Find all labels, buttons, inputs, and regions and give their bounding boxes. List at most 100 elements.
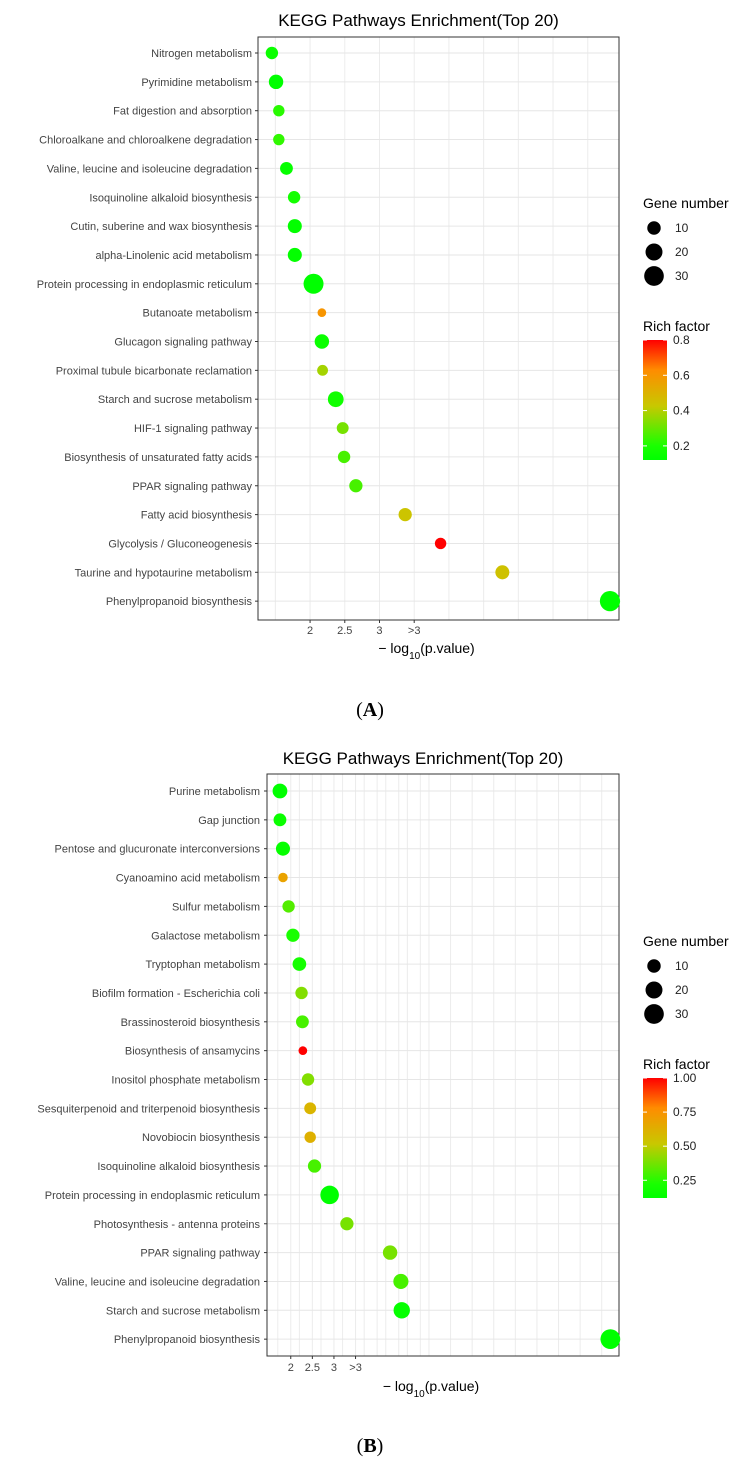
y-tick-label: Galactose metabolism [151,930,260,942]
x-axis-label: − log10(p.value) [383,1378,479,1400]
y-tick-label: Proximal tubule bicarbonate reclamation [56,365,252,377]
y-tick-label: Biofilm formation - Escherichia coli [92,988,260,1000]
y-tick-label: Valine, leucine and isoleucine degradati… [47,163,252,175]
y-tick-label: Biosynthesis of ansamycins [125,1046,261,1058]
color-legend-bar [643,340,667,460]
y-tick-label: Cyanoamino acid metabolism [116,873,260,885]
data-point [301,1073,315,1086]
y-tick-label: Taurine and hypotaurine metabolism [75,567,252,579]
color-legend-label: 0.2 [673,439,690,453]
chart-title: KEGG Pathways Enrichment(Top 20) [278,11,559,30]
color-legend-label: 0.8 [673,333,690,347]
data-point [599,591,621,612]
y-tick-label: Tryptophan metabolism [145,959,260,971]
panel-a: KEGG Pathways Enrichment(Top 20) Nitrogen… [37,11,729,721]
y-tick-label: Glycolysis / Gluconeogenesis [108,538,252,550]
data-point [268,74,284,90]
y-tick-label: Gap junction [198,815,260,827]
data-point [295,986,308,1000]
y-tick-label: Pyrimidine metabolism [141,77,252,89]
color-legend-label: 0.4 [673,404,690,418]
y-tick-label: Fat digestion and absorption [113,106,252,118]
size-legend-key [647,959,661,973]
y-tick-label: Phenylpropanoid biosynthesis [114,1334,261,1346]
size-legend-label: 20 [675,245,689,259]
color-legend-title: Rich factor [643,1056,710,1072]
data-point [273,133,285,146]
color-legend-label: 0.75 [673,1105,697,1119]
color-legend-label: 0.50 [673,1139,697,1153]
panel-label: (B) [357,1435,384,1457]
y-tick-label: Fatty acid biosynthesis [141,510,253,522]
size-legend-label: 30 [675,269,689,283]
data-point [307,1159,322,1173]
size-legend-label: 30 [675,1007,689,1021]
size-legend-key [644,266,664,286]
y-tick-label: Biosynthesis of unsaturated fatty acids [64,452,252,464]
data-point [317,364,328,376]
data-point [275,841,291,856]
data-point [287,219,302,234]
data-point [273,105,285,117]
data-point [340,1217,354,1231]
y-tick-label: Glucagon signaling pathway [114,337,252,349]
data-point [303,273,324,294]
y-tick-label: Cutin, suberine and wax biosynthesis [70,221,252,233]
data-point [314,334,330,349]
x-tick-label: 3 [376,625,382,637]
data-point [304,1102,317,1115]
data-point [298,1046,308,1055]
y-tick-label: Phenylpropanoid biosynthesis [106,596,253,608]
data-point [393,1273,409,1290]
data-point [287,247,302,262]
y-tick-label: Starch and sucrose metabolism [98,394,252,406]
panel-label: (A) [356,699,384,721]
color-legend-bar [643,1078,667,1198]
data-point [280,161,293,175]
y-tick-label: PPAR signaling pathway [140,1248,260,1260]
data-point [265,46,279,60]
data-point [272,783,288,799]
size-legend-label: 20 [675,983,689,997]
x-tick-label: 2.5 [337,625,352,637]
data-point [287,191,301,204]
panel-b: KEGG Pathways Enrichment(Top 20) Purine m… [37,749,729,1457]
x-tick-label: >3 [349,1362,362,1374]
data-point [382,1245,398,1260]
data-point [336,422,349,435]
y-tick-label: Sesquiterpenoid and triterpenoid biosynt… [37,1103,260,1115]
data-point [320,1185,339,1205]
y-tick-label: Sulfur metabolism [172,901,260,913]
color-legend-label: 1.00 [673,1071,697,1085]
y-tick-label: Photosynthesis - antenna proteins [94,1219,261,1231]
data-point [292,957,307,971]
x-tick-label: 2 [307,625,313,637]
y-tick-label: Protein processing in endoplasmic reticu… [37,279,252,291]
y-tick-label: Isoquinoline alkaloid biosynthesis [89,192,252,204]
y-tick-label: Novobiocin biosynthesis [142,1132,261,1144]
plot-panel [258,37,619,620]
data-point [393,1302,410,1319]
data-point [349,479,363,493]
data-point [434,537,447,550]
y-tick-label: Inositol phosphate metabolism [111,1075,260,1087]
y-tick-label: Chloroalkane and chloroalkene degradatio… [39,135,252,147]
x-axis-label: − log10(p.value) [378,640,474,662]
data-point [282,900,295,913]
data-point [337,450,351,464]
data-point [600,1329,621,1350]
size-legend-title: Gene number [643,933,729,949]
y-tick-label: Starch and sucrose metabolism [106,1305,260,1317]
y-tick-label: Isoquinoline alkaloid biosynthesis [97,1161,260,1173]
size-legend-key [645,981,663,999]
y-tick-label: Pentose and glucuronate interconversions [55,844,261,856]
data-point [273,813,287,827]
size-legend-key [647,221,661,235]
plot-border [257,36,620,621]
chart-title: KEGG Pathways Enrichment(Top 20) [283,749,564,768]
size-legend-key [645,243,663,261]
y-tick-label: Purine metabolism [169,786,260,798]
x-tick-label: >3 [408,625,421,637]
y-tick-label: Nitrogen metabolism [151,48,252,60]
